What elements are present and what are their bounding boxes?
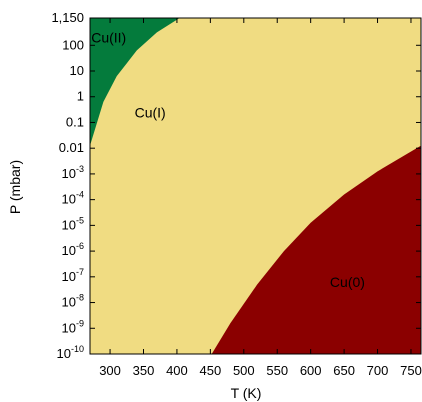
region-labels: Cu(I) Cu(II) Cu(0) bbox=[91, 30, 365, 290]
y-tick-label: 0.1 bbox=[66, 114, 84, 129]
x-tick-label: 750 bbox=[400, 363, 422, 378]
y-tick-label: 10-3 bbox=[62, 164, 84, 181]
x-tick-label: 300 bbox=[99, 363, 121, 378]
region-cu0 bbox=[211, 145, 421, 354]
y-tick-label: 10-10 bbox=[57, 344, 84, 361]
x-tick-label: 700 bbox=[367, 363, 389, 378]
x-tick-label: 650 bbox=[333, 363, 355, 378]
region-label-2: Cu(0) bbox=[330, 274, 365, 290]
y-tick-label: 10 bbox=[70, 63, 84, 78]
y-tick-label: 0.01 bbox=[59, 140, 84, 155]
y-tick-label: 10-5 bbox=[62, 215, 84, 232]
region-cu2 bbox=[90, 18, 180, 146]
y-tick-label: 1 bbox=[77, 89, 84, 104]
x-tick-label: 450 bbox=[200, 363, 222, 378]
y-tick-label: 10-6 bbox=[62, 241, 84, 258]
x-tick-label: 600 bbox=[300, 363, 322, 378]
axes: 300 350 400 450 500 550 600 650 700 7501,15010010… bbox=[51, 10, 421, 378]
x-axis-title: T (K) bbox=[231, 385, 262, 401]
region-label-1: Cu(II) bbox=[91, 30, 126, 46]
y-tick-label: 1,150 bbox=[51, 10, 84, 25]
x-tick-label: 400 bbox=[166, 363, 188, 378]
y-tick-label: 100 bbox=[62, 37, 84, 52]
plot-area bbox=[90, 18, 421, 354]
region-label-0: Cu(I) bbox=[135, 104, 166, 120]
y-axis-title: P (mbar) bbox=[7, 160, 23, 214]
plot-frame bbox=[89, 17, 422, 355]
x-tick-label: 350 bbox=[133, 363, 155, 378]
y-tick-label: 10-9 bbox=[62, 318, 84, 335]
x-tick-label: 500 bbox=[233, 363, 255, 378]
x-tick-label: 550 bbox=[266, 363, 288, 378]
y-tick-label: 10-7 bbox=[62, 267, 84, 284]
y-tick-label: 10-4 bbox=[62, 190, 84, 207]
y-tick-label: 10-8 bbox=[62, 293, 84, 310]
